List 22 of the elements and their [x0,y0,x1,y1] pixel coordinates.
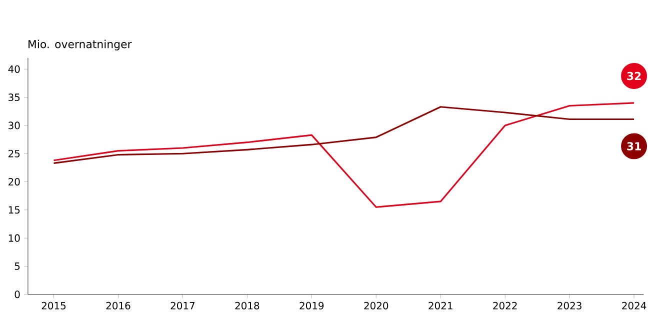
annotation: 31 [627,142,641,150]
x-tick-label: 2023 [558,302,582,310]
y-axis-title: Mio. overnatninger [28,40,132,50]
x-tick-label: 2015 [42,302,66,310]
x-tick-label: 2017 [170,302,194,310]
x-tick-label: 2024 [622,302,646,310]
y-tick-label: 30 [8,122,20,130]
x-tick-label: 2019 [300,302,324,310]
y-tick-label: 35 [8,93,20,101]
y-tick-label: 5 [14,262,20,270]
x-tick-label: 2018 [235,302,260,310]
x-tick-label: 2016 [106,302,130,310]
y-tick-label: 10 [8,234,20,242]
x-tick-label: 2022 [493,302,517,310]
y-tick-label: 20 [8,178,20,186]
y-tick-label: 15 [8,206,20,214]
y-tick-label: 40 [8,65,20,73]
x-tick-label: 2020 [364,302,388,310]
annotation: 32 [627,72,641,80]
y-tick-label: 0 [14,290,20,298]
x-tick-label: 2021 [428,302,452,310]
y-tick-label: 25 [8,150,20,158]
